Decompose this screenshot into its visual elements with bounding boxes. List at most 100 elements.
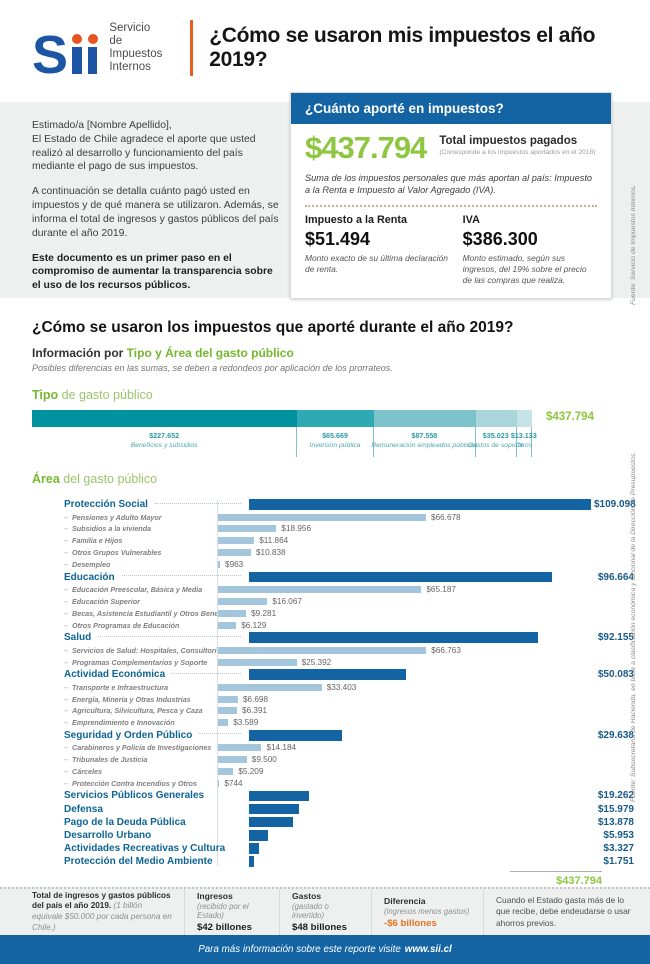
- footer-gastos-column: Gastos (gastado o invertido) $48 billone…: [279, 889, 371, 935]
- area-row-label: Pago de la Deuda Pública: [64, 816, 186, 828]
- orange-dot-icon: [87, 34, 98, 45]
- area-bar: [217, 597, 268, 605]
- tipo-segment-1: [32, 410, 298, 427]
- rounding-note: Posibles diferencias en las sumas, se de…: [32, 363, 393, 373]
- area-row-total: $92.155: [597, 632, 634, 644]
- area-row-label: Energía, Minería y Otras Industrias: [72, 694, 191, 704]
- tipo-segment-label: $65.669 Inversión pública: [297, 427, 374, 457]
- area-bar-value: $3.589: [233, 718, 259, 728]
- iva-note: Monto estimado, según sus ingresos, del …: [462, 253, 587, 286]
- footer-diferencia-column: Diferencia (ingresos menos gastos) -$6 b…: [371, 889, 483, 935]
- area-bar: [217, 609, 247, 617]
- area-row-main: Protección del Medio Ambiente $1.751: [32, 855, 634, 868]
- area-row-sub: Emprendimiento e Innovación $3.589: [32, 717, 618, 729]
- area-bar: [249, 829, 268, 841]
- area-row-sub: Pensiones y Adulto Mayor $66.678: [32, 511, 618, 523]
- area-bar-value: $14.184: [266, 743, 297, 753]
- leader-dots: [121, 575, 241, 577]
- area-bar-value: $6.698: [242, 694, 269, 704]
- area-bar: [217, 646, 427, 654]
- area-row-total: $109.098: [594, 499, 636, 511]
- area-row-total: $19.262: [597, 790, 634, 802]
- sii-logo: S Servicio de Impuestos Internos: [32, 21, 164, 83]
- area-row-total: $1.751: [603, 855, 634, 867]
- area-row-sub: Otros Grupos Vulnerables $10.838: [32, 547, 618, 559]
- tipo-segment-5: [516, 410, 532, 427]
- area-row-label: Actividades Recreativas y Cultura: [64, 842, 226, 854]
- area-bar: [217, 695, 238, 703]
- area-bar: [217, 525, 277, 533]
- tipo-segment-name: Remuneración empleados públicos: [371, 442, 478, 449]
- area-row-label: Educación: [64, 571, 115, 583]
- area-chart-rows: Protección Social$109.098Pensiones y Adu…: [32, 498, 636, 868]
- area-bar-value: $66.678: [431, 512, 461, 522]
- area-bar: [249, 790, 310, 802]
- area-row-label: Defensa: [64, 803, 103, 815]
- tipo-segment-name: Gastos de soporte: [467, 442, 524, 449]
- page-header: S Servicio de Impuestos Internos ¿Cómo s…: [0, 0, 650, 96]
- area-row-sub: Energía, Minería y Otras Industrias $6.69…: [32, 693, 618, 705]
- area-bar-value: $9.500: [251, 755, 277, 765]
- area-row-main: Educación $96.664: [32, 571, 634, 584]
- area-bar: [217, 537, 255, 545]
- area-row-main: Salud $92.155: [32, 631, 634, 644]
- area-row-label: Cárceles: [72, 767, 102, 777]
- tipo-total: $437.794: [546, 411, 594, 423]
- intro-paragraph-1: Estimado/a [Nombre Apellido], El Estado …: [32, 120, 256, 173]
- renta-note: Monto exacto de su última declaración de…: [305, 253, 448, 275]
- area-row-sub: Agricultura, Silvicultura, Pesca y Caza $…: [32, 705, 618, 717]
- area-bar-value: $16.067: [272, 596, 302, 606]
- area-row-label: Educación Superior: [72, 596, 140, 606]
- area-chart-total: $437.794: [510, 870, 602, 887]
- area-row-main: Defensa $15.979: [32, 802, 634, 815]
- page-title: ¿Cómo se usaron mis impuestos el año 201…: [209, 24, 596, 71]
- tipo-segment-value: $13.133: [510, 431, 537, 440]
- tipo-segment-label: $13.133 Otros: [511, 427, 537, 457]
- sii-logo-i-icon: [72, 34, 83, 75]
- tipo-segment-name: Inversión pública: [309, 442, 361, 449]
- area-bar-value: $65.187: [426, 585, 456, 595]
- area-row-label: Pensiones y Adulto Mayor: [72, 512, 162, 522]
- tipo-chart: $437.794 $227.652 Beneficios y subsidios $…: [32, 410, 618, 457]
- area-row-sub: Carabineros y Policía de Investigaciones…: [32, 742, 618, 754]
- area-row-label: Transporte e Infraestructura: [72, 682, 169, 692]
- area-row-label: Otros Grupos Vulnerables: [72, 548, 162, 558]
- area-row-main: Actividades Recreativas y Cultura $3.327: [32, 842, 634, 855]
- tipo-segment-value: $227.652: [149, 431, 180, 440]
- tax-card-title: ¿Cuánto aporté en impuestos?: [291, 93, 611, 124]
- area-bar: [249, 669, 406, 680]
- total-taxes-note: (Corresponde a los impuestos aportados e…: [439, 149, 596, 156]
- area-row-sub: Otros Programas de Educación $6.129: [32, 619, 618, 631]
- area-row-total: $13.878: [597, 816, 634, 828]
- area-bar-value: $18.956: [281, 524, 312, 534]
- tipo-stacked-bar: [32, 410, 532, 427]
- area-bar: [217, 744, 262, 752]
- area-row-label: Salud: [64, 632, 92, 644]
- area-bar: [249, 816, 293, 828]
- tipo-segment-label: $87.558 Remuneración empleados públicos: [371, 427, 477, 457]
- sii-website-link[interactable]: www.sii.cl: [404, 944, 452, 955]
- area-bar-value: $6.391: [242, 706, 268, 716]
- area-bar: [217, 707, 238, 715]
- iva-column: IVA $386.300 Monto estimado, según sus i…: [463, 214, 597, 286]
- tipo-chart-heading: Tipo de gasto público: [32, 388, 153, 402]
- area-bar-value: $11.864: [259, 536, 289, 546]
- iva-amount: $386.300: [462, 229, 538, 250]
- area-bar: [217, 621, 237, 629]
- footer-ingresos-column: Ingresos (recibido por el Estado) $42 bi…: [184, 889, 279, 935]
- area-chart-heading: Área del gasto público: [32, 472, 158, 486]
- area-row-label: Otros Programas de Educación: [72, 620, 180, 630]
- page-footer: Total de ingresos y gastos públicos del …: [0, 887, 650, 964]
- leader-dots: [172, 672, 241, 674]
- area-row-label: Emprendimiento e Innovación: [72, 718, 175, 728]
- area-row-total: $3.327: [603, 842, 634, 854]
- area-row-label: Agricultura, Silvicultura, Pesca y Caza: [72, 706, 203, 716]
- area-row-total: $5.953: [603, 829, 634, 841]
- tax-description: Suma de los impuestos personales que más…: [305, 172, 593, 195]
- total-taxes-amount: $437.794: [305, 130, 427, 165]
- area-row-main: Actividad Económica $50.083: [32, 668, 634, 681]
- sii-logo-text: Servicio de Impuestos Internos: [109, 21, 163, 74]
- area-row-label: Tribunales de Justicia: [72, 755, 148, 765]
- area-bar: [249, 632, 538, 644]
